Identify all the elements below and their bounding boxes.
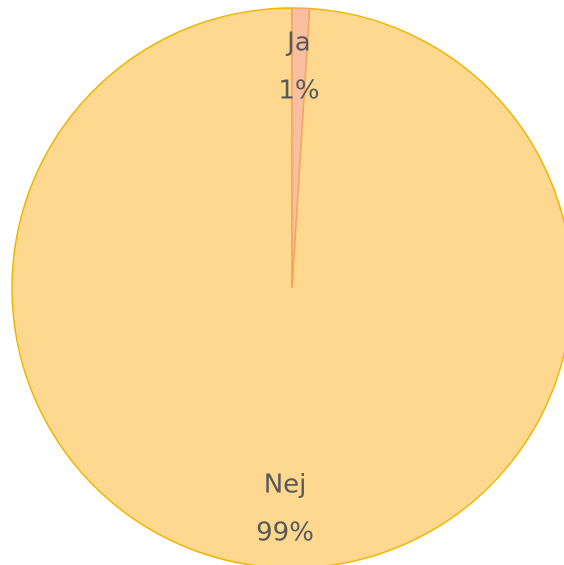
slice-category-label: Ja (285, 27, 311, 57)
slice-value-label: 1% (278, 75, 319, 105)
slice-value-label: 99% (256, 518, 314, 548)
pie-slice (11, 7, 564, 565)
pie (11, 7, 564, 565)
labels: Ja 1% Nej 99% (256, 27, 319, 547)
pie-slice (291, 7, 311, 289)
slice-category-label: Nej (264, 470, 307, 500)
